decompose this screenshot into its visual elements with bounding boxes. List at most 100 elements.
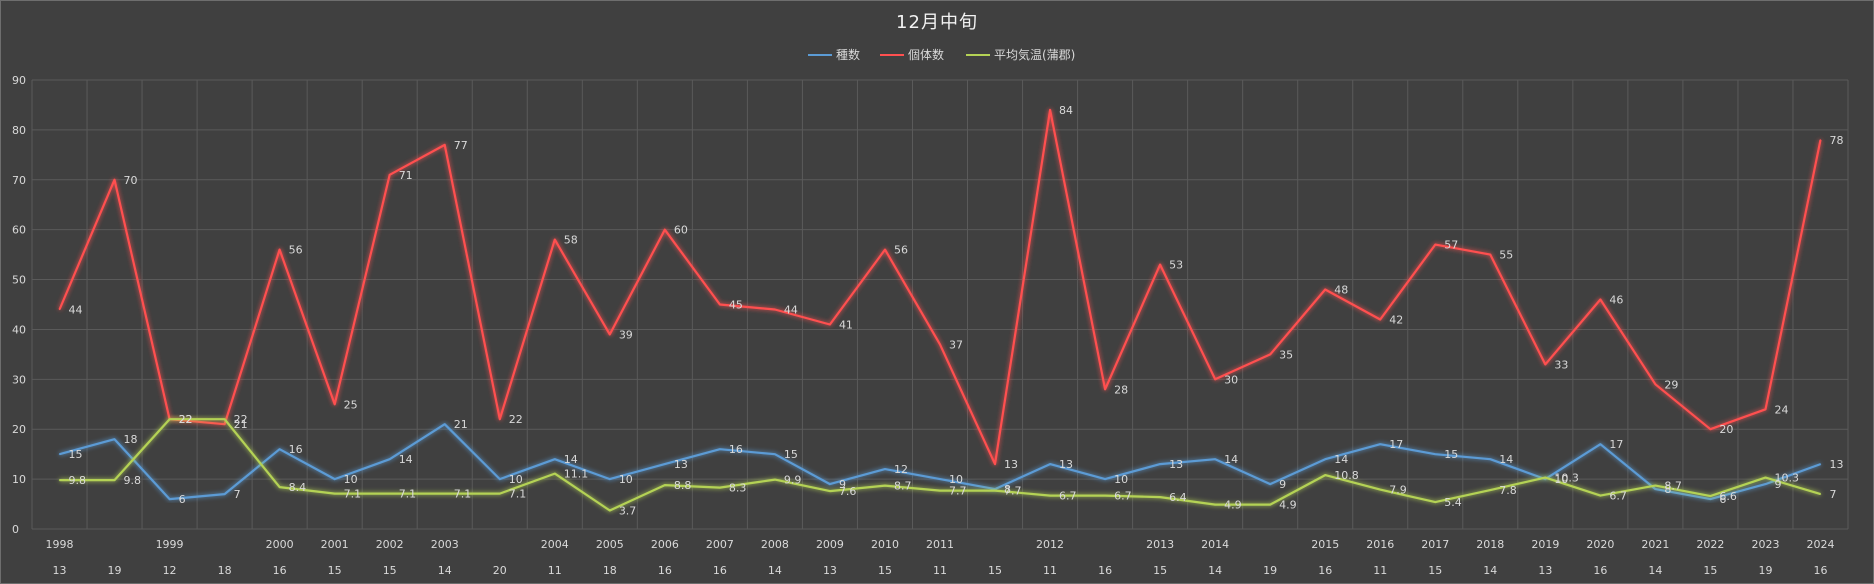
data-label: 29 bbox=[1664, 378, 1678, 391]
y-tick-label: 60 bbox=[12, 224, 26, 237]
data-point bbox=[1104, 494, 1106, 497]
data-point bbox=[389, 492, 391, 495]
data-label: 9 bbox=[1774, 478, 1781, 491]
data-label: 22 bbox=[509, 413, 523, 426]
data-label: 9 bbox=[1279, 478, 1286, 491]
data-label: 45 bbox=[729, 299, 743, 312]
data-label: 12 bbox=[894, 463, 908, 476]
data-label: 24 bbox=[1774, 403, 1788, 416]
x-tick-sublabel: 18 bbox=[218, 564, 232, 577]
x-tick-label: 2003 bbox=[431, 538, 459, 551]
data-point bbox=[1764, 408, 1767, 410]
data-label: 77 bbox=[454, 139, 468, 152]
data-label: 3.7 bbox=[619, 505, 637, 518]
x-tick-label: 1999 bbox=[156, 538, 184, 551]
data-point bbox=[664, 463, 666, 465]
x-tick-sublabel: 13 bbox=[53, 564, 67, 577]
data-point bbox=[168, 418, 171, 420]
data-point bbox=[1269, 503, 1271, 506]
data-point bbox=[939, 489, 941, 492]
y-tick-label: 80 bbox=[12, 124, 26, 137]
legend: 種数 個体数 平均気温(蒲郡) bbox=[808, 47, 1075, 62]
data-point bbox=[994, 463, 996, 465]
data-point bbox=[1214, 503, 1216, 506]
data-point bbox=[719, 448, 721, 450]
data-point bbox=[884, 468, 886, 470]
data-point bbox=[994, 488, 996, 490]
x-tick-sublabel: 14 bbox=[1648, 564, 1662, 577]
data-label: 16 bbox=[729, 443, 743, 456]
data-label: 10.3 bbox=[1774, 472, 1799, 485]
data-point bbox=[113, 438, 116, 440]
x-tick-label: 2001 bbox=[321, 538, 349, 551]
x-tick-sublabel: 16 bbox=[658, 564, 672, 577]
x-tick-sublabel: 11 bbox=[548, 564, 562, 577]
data-label: 21 bbox=[454, 418, 468, 431]
data-point bbox=[113, 479, 116, 481]
gridlines bbox=[31, 79, 1849, 530]
data-point bbox=[389, 174, 391, 176]
data-label: 4.9 bbox=[1279, 499, 1297, 512]
data-point bbox=[334, 478, 336, 480]
x-tick-sublabel: 13 bbox=[823, 564, 837, 577]
data-label: 6.4 bbox=[1169, 491, 1187, 504]
x-tick-label: 2019 bbox=[1531, 538, 1559, 551]
x-tick-sublabel: 19 bbox=[1758, 564, 1772, 577]
data-point bbox=[719, 486, 721, 489]
x-tick-sublabel: 20 bbox=[493, 564, 507, 577]
data-point bbox=[1379, 318, 1381, 321]
data-point bbox=[884, 249, 886, 251]
data-point bbox=[1269, 353, 1271, 355]
data-point bbox=[664, 229, 666, 231]
data-label: 10.3 bbox=[1554, 472, 1579, 485]
data-label: 9.8 bbox=[69, 474, 87, 487]
data-label: 7.1 bbox=[509, 488, 527, 501]
x-tick-sublabel: 15 bbox=[383, 564, 397, 577]
x-tick-label: 2007 bbox=[706, 538, 734, 551]
data-label: 6.7 bbox=[1114, 490, 1132, 503]
x-tick-label: 2018 bbox=[1476, 538, 1504, 551]
data-point bbox=[1434, 244, 1436, 246]
chart-title: 12月中旬 bbox=[896, 12, 978, 33]
y-tick-label: 90 bbox=[12, 74, 26, 87]
x-tick-label: 2021 bbox=[1641, 538, 1669, 551]
data-point bbox=[994, 489, 996, 492]
x-tick-sublabel: 16 bbox=[1813, 564, 1827, 577]
data-point bbox=[1489, 254, 1491, 256]
data-label: 21 bbox=[234, 418, 248, 431]
data-label: 57 bbox=[1444, 239, 1458, 252]
data-point bbox=[719, 303, 721, 306]
data-point bbox=[499, 492, 501, 495]
data-label: 7.1 bbox=[454, 488, 472, 501]
data-label: 10 bbox=[619, 473, 633, 486]
data-point bbox=[554, 473, 556, 475]
data-label: 48 bbox=[1334, 284, 1348, 297]
data-label: 20 bbox=[1719, 423, 1733, 436]
data-point bbox=[1489, 489, 1491, 491]
data-point bbox=[224, 423, 226, 425]
data-label: 84 bbox=[1059, 104, 1073, 117]
data-label: 8.8 bbox=[674, 479, 692, 492]
data-point bbox=[58, 479, 61, 481]
x-tick-sublabel: 14 bbox=[438, 564, 452, 577]
data-point bbox=[499, 478, 501, 480]
data-point bbox=[444, 423, 446, 425]
data-label: 71 bbox=[399, 169, 413, 182]
data-label: 41 bbox=[839, 318, 853, 331]
data-point bbox=[1819, 493, 1822, 495]
data-point bbox=[1049, 494, 1051, 497]
data-point bbox=[829, 490, 831, 492]
data-label: 10 bbox=[949, 473, 963, 486]
data-point bbox=[1599, 443, 1601, 445]
data-label: 44 bbox=[69, 303, 83, 316]
data-point bbox=[499, 418, 501, 420]
data-label: 55 bbox=[1499, 249, 1513, 262]
data-label: 33 bbox=[1554, 358, 1568, 371]
series-lines bbox=[58, 108, 1822, 512]
data-label: 58 bbox=[564, 234, 578, 247]
data-label: 13 bbox=[1169, 458, 1183, 471]
data-point bbox=[1159, 496, 1161, 498]
y-tick-label: 20 bbox=[12, 423, 26, 436]
data-label: 13 bbox=[1004, 458, 1018, 471]
data-point bbox=[1049, 463, 1051, 465]
